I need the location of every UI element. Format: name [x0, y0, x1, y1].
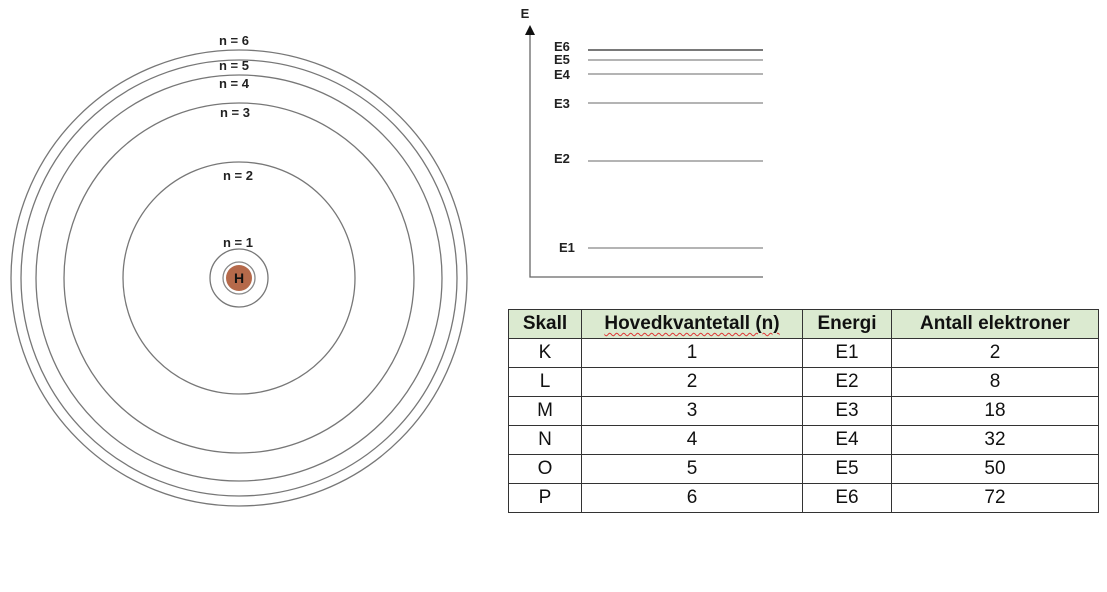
header-hovedkvantetall-label: Hovedkvantetall (n) [604, 313, 780, 334]
cell-quantum-number: 4 [581, 425, 803, 455]
table-row: N 4 E4 32 [508, 425, 1099, 455]
energy-level-label-2: E2 [554, 151, 570, 166]
energy-level-label-5: E5 [554, 52, 570, 67]
orbit-label-3: n = 3 [220, 105, 250, 120]
cell-shell: K [508, 338, 582, 368]
cell-shell: N [508, 425, 582, 455]
cell-quantum-number: 2 [581, 367, 803, 397]
orbit-label-1: n = 1 [223, 235, 253, 250]
energy-axis-arrow-icon [525, 25, 535, 35]
table-row: M 3 E3 18 [508, 396, 1099, 426]
orbit-label-5: n = 5 [219, 58, 249, 73]
orbit-1 [209, 248, 269, 308]
cell-electron-count: 18 [891, 396, 1099, 426]
orbit-label-6: n = 6 [219, 33, 249, 48]
energy-axis [529, 32, 763, 278]
cell-energy: E3 [802, 396, 892, 426]
orbit-2 [122, 161, 356, 395]
orbit-label-2: n = 2 [223, 168, 253, 183]
header-antall-elektroner: Antall elektroner [891, 309, 1099, 339]
cell-shell: L [508, 367, 582, 397]
cell-quantum-number: 5 [581, 454, 803, 484]
energy-level-label-1: E1 [559, 240, 575, 255]
cell-energy: E5 [802, 454, 892, 484]
cell-shell: P [508, 483, 582, 513]
orbit-3 [63, 102, 415, 454]
header-skall: Skall [508, 309, 582, 339]
table-row: P 6 E6 72 [508, 483, 1099, 513]
cell-energy: E2 [802, 367, 892, 397]
cell-electron-count: 32 [891, 425, 1099, 455]
orbit-4 [35, 74, 443, 482]
header-hovedkvantetall: Hovedkvantetall (n) [581, 309, 803, 339]
table-row: L 2 E2 8 [508, 367, 1099, 397]
energy-level-label-3: E3 [554, 96, 570, 111]
cell-electron-count: 2 [891, 338, 1099, 368]
orbit-5 [20, 59, 458, 497]
energy-level-label-4: E4 [554, 67, 571, 82]
cell-electron-count: 50 [891, 454, 1099, 484]
cell-energy: E1 [802, 338, 892, 368]
cell-electron-count: 72 [891, 483, 1099, 513]
header-energi: Energi [802, 309, 892, 339]
table-row: K 1 E1 2 [508, 338, 1099, 368]
orbit-6 [10, 49, 468, 507]
energy-axis-label: E [521, 6, 530, 21]
cell-quantum-number: 1 [581, 338, 803, 368]
cell-energy: E6 [802, 483, 892, 513]
cell-energy: E4 [802, 425, 892, 455]
cell-quantum-number: 6 [581, 483, 803, 513]
cell-quantum-number: 3 [581, 396, 803, 426]
energy-level-label-6: E6 [554, 39, 570, 54]
electron-shell-table: Skall Hovedkvantetall (n) Energi Antall … [508, 309, 1099, 513]
table-header-row: Skall Hovedkvantetall (n) Energi Antall … [508, 309, 1099, 339]
nucleus [226, 265, 252, 291]
table-row: O 5 E5 50 [508, 454, 1099, 484]
orbit-label-4: n = 4 [219, 76, 250, 91]
nucleus-label: H [234, 270, 244, 286]
cell-electron-count: 8 [891, 367, 1099, 397]
cell-shell: M [508, 396, 582, 426]
cell-shell: O [508, 454, 582, 484]
